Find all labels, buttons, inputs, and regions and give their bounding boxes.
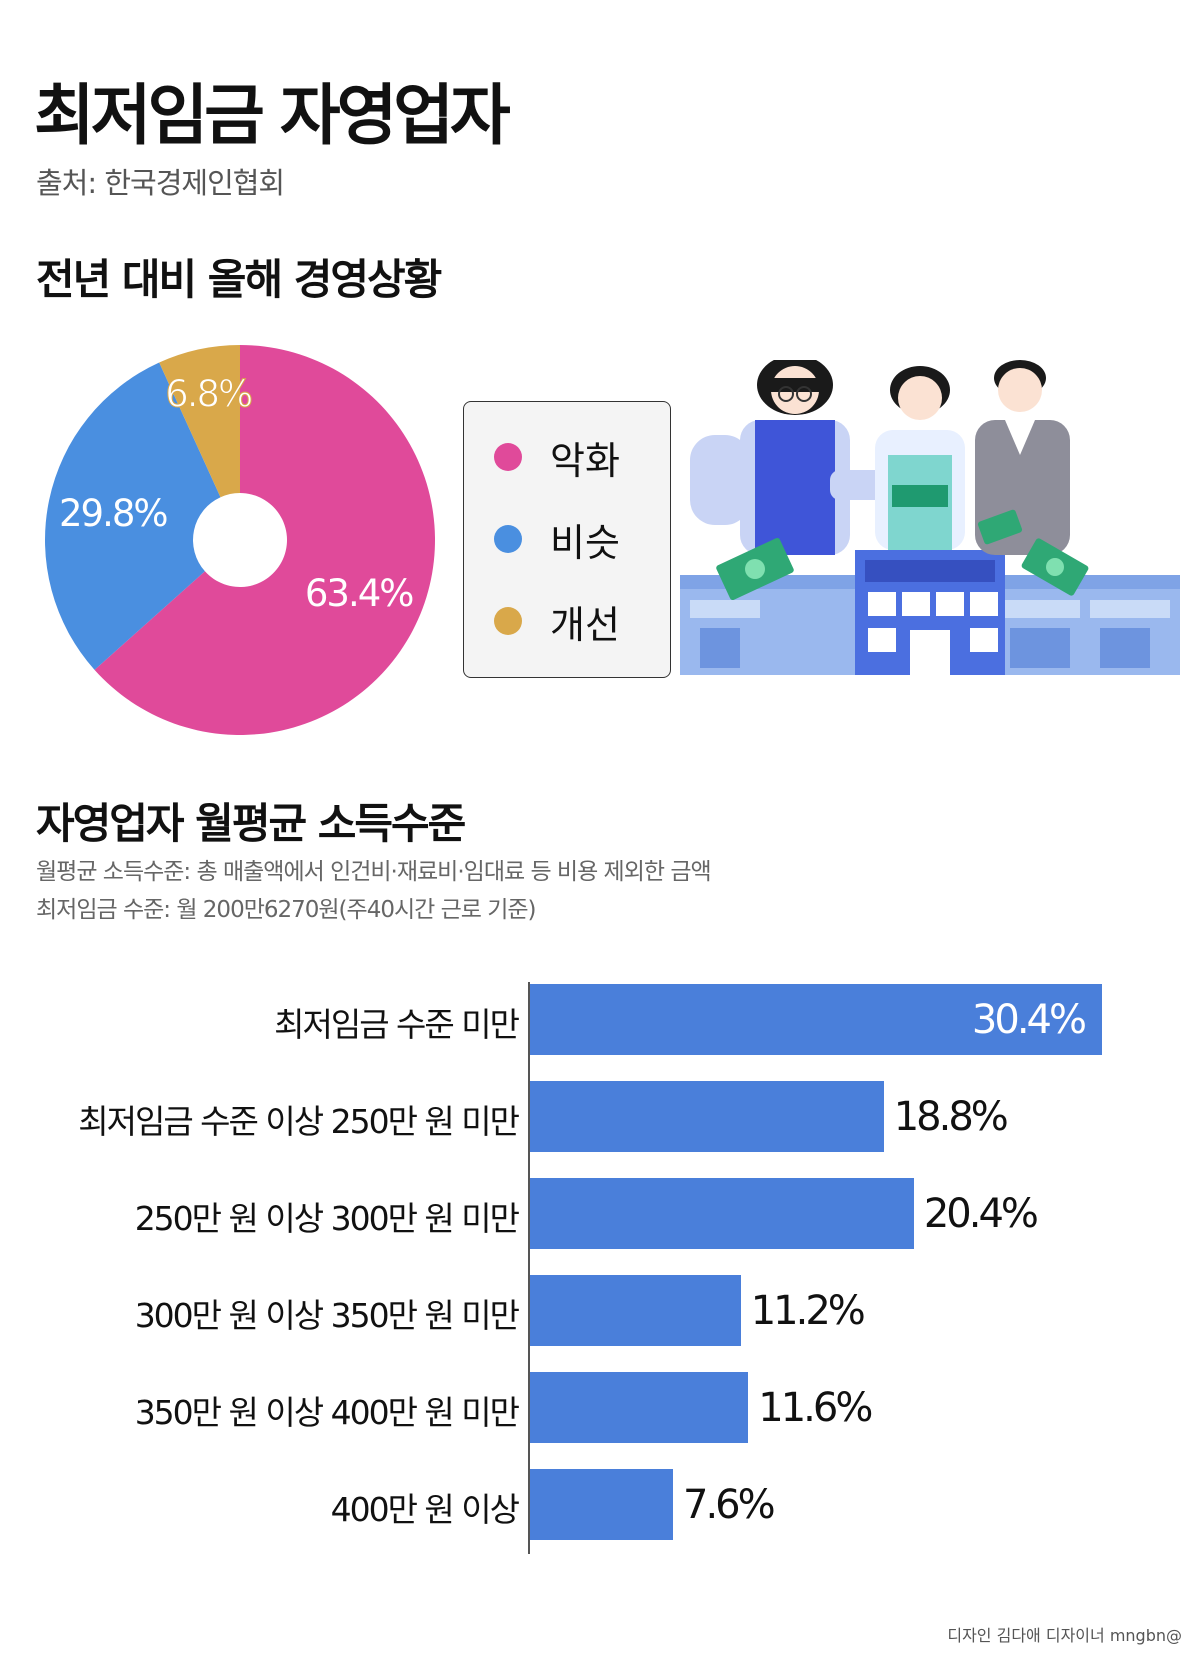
- bar-category-label: 400만 원 이상: [330, 1490, 520, 1529]
- bar-category-label: 최저임금 수준 이상 250만 원 미만: [78, 1102, 520, 1141]
- bar-value-label: 11.6%: [758, 1385, 873, 1431]
- bar-value-label: 11.2%: [750, 1288, 866, 1334]
- source-text: 출처: 한국경제인협회: [36, 166, 285, 200]
- bar: [530, 1178, 914, 1249]
- pie-slice-worse: [94, 345, 436, 735]
- page-title: 최저임금 자영업자: [34, 77, 511, 154]
- money-bills: [716, 509, 1089, 601]
- pie-legend: 악화 비슷 개선: [463, 401, 671, 678]
- bar-value-label: 18.8%: [893, 1094, 1009, 1140]
- bar: [530, 984, 1102, 1055]
- bar: [530, 1081, 884, 1152]
- bar-value-label: 7.6%: [683, 1482, 776, 1528]
- shop-owners-illustration: [680, 360, 1180, 675]
- pie-slice-similar: [45, 362, 221, 670]
- legend-item-similar: 비슷: [494, 514, 620, 565]
- legend-label-improved: 개선: [550, 602, 620, 647]
- bar-note-1: 월평균 소득수준: 총 매출액에서 인건비·재료비·임대료 등 비용 제외한 금…: [36, 859, 712, 885]
- pie-slice-improved: [159, 345, 240, 498]
- legend-swatch-similar: [494, 525, 522, 553]
- bar-category-label: 250만 원 이상 300만 원 미만: [134, 1199, 520, 1238]
- legend-item-improved: 개선: [494, 596, 620, 647]
- pie-label-improved: 6.8%: [165, 372, 252, 415]
- bar: [530, 1275, 741, 1346]
- donut-chart: 63.4% 29.8% 6.8%: [45, 345, 436, 735]
- pie-section-title: 전년 대비 올해 경영상황: [36, 255, 442, 304]
- bar-section-title: 자영업자 월평균 소득수준: [36, 799, 466, 848]
- credit-text: 디자인 김다애 디자이너 mngbn@: [947, 1626, 1182, 1645]
- person-middle: [875, 366, 965, 550]
- pie-label-similar: 29.8%: [59, 492, 167, 535]
- bar-axis-line: [528, 982, 530, 1554]
- legend-label-similar: 비슷: [550, 520, 620, 565]
- storefronts: [680, 550, 1180, 675]
- pie-label-worse: 63.4%: [305, 572, 413, 615]
- bar-note-2: 최저임금 수준: 월 200만6270원(주40시간 근로 기준): [36, 897, 537, 923]
- bar-category-label: 350만 원 이상 400만 원 미만: [134, 1393, 520, 1432]
- bar-value-label: 20.4%: [923, 1191, 1039, 1237]
- legend-swatch-worse: [494, 443, 522, 471]
- bar-category-label: 300만 원 이상 350만 원 미만: [134, 1296, 520, 1335]
- legend-label-worse: 악화: [550, 438, 620, 483]
- bar: [530, 1469, 673, 1540]
- legend-item-worse: 악화: [494, 432, 620, 483]
- bar-category-label: 최저임금 수준 미만: [274, 1005, 520, 1044]
- person-left: [690, 360, 890, 555]
- bar-value-label: 30.4%: [971, 997, 1087, 1043]
- bar: [530, 1372, 749, 1443]
- legend-swatch-improved: [494, 607, 522, 635]
